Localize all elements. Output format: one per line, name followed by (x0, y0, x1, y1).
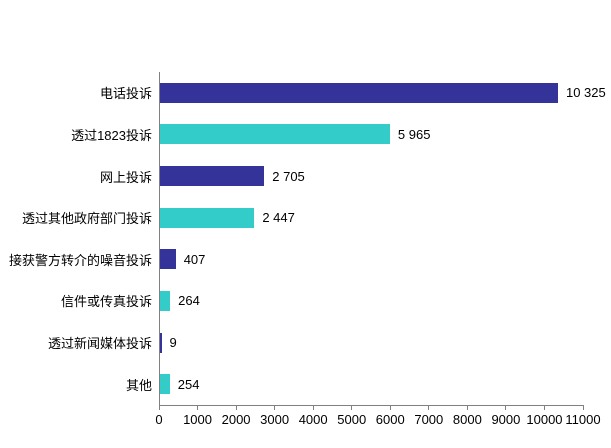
x-tick-mark (235, 406, 237, 410)
value-label: 5 965 (397, 126, 431, 142)
x-tick-mark (197, 406, 199, 410)
x-tick-mark (466, 406, 468, 410)
category-label: 其他 (125, 377, 152, 393)
x-tick-mark (351, 406, 353, 410)
x-tick-mark (158, 406, 160, 410)
category-label: 电话投诉 (99, 86, 152, 102)
x-tick-label: 8000 (452, 412, 482, 427)
x-axis: 0 1000 2000 3000 4000 5000 6000 7000 8000 9000 100… (155, 406, 601, 436)
value-label: 254 (177, 376, 200, 392)
bar-8 (160, 374, 170, 395)
x-tick-mark (428, 406, 430, 410)
x-tick-label: 2000 (221, 412, 251, 427)
value-label: 9 (169, 335, 177, 351)
bar-2 (160, 124, 390, 145)
category-label: 接获警方转介的噪音投诉 (8, 252, 152, 268)
value-label: 407 (183, 251, 206, 267)
bar-6 (160, 290, 171, 311)
x-tick-label: 6000 (375, 412, 405, 427)
x-tick-mark (582, 406, 584, 410)
category-label: 透过1823投诉 (71, 127, 152, 143)
plot-area: 10 325 5 965 2 705 2 447 407 264 9 254 (159, 72, 606, 406)
x-tick-label: 10000 (526, 412, 563, 427)
x-tick-mark (389, 406, 391, 410)
x-tick-label: 5000 (337, 412, 367, 427)
bar-1 (160, 82, 558, 103)
y-axis-labels: 电话投诉透过1823投诉网上投诉透过其他政府部门投诉接获警方转介的噪音投诉信件或… (0, 72, 152, 405)
category-label: 透过其他政府部门投诉 (21, 211, 152, 227)
x-tick-label: 9000 (491, 412, 521, 427)
category-label: 透过新闻媒体投诉 (47, 336, 152, 352)
bar-4 (160, 207, 255, 228)
category-label: 信件或传真投诉 (60, 294, 152, 310)
x-tick-mark (543, 406, 545, 410)
x-tick-label: 1000 (183, 412, 212, 427)
x-tick-label: 7000 (414, 412, 444, 427)
x-tick-mark (312, 406, 314, 410)
value-label: 10 325 (565, 85, 606, 101)
x-tick-mark (505, 406, 507, 410)
value-label: 264 (178, 293, 200, 309)
x-tick-label: 0 (155, 412, 163, 427)
value-label: 2 705 (272, 168, 305, 184)
bar-5 (160, 249, 176, 270)
x-tick-label: 3000 (260, 412, 290, 427)
category-label: 网上投诉 (99, 169, 152, 185)
x-tick-mark (274, 406, 276, 410)
x-tick-label: 4000 (298, 412, 328, 427)
x-tick-label: 11000 (565, 412, 601, 427)
bar-7 (160, 332, 162, 353)
bar-3 (160, 166, 265, 187)
value-label: 2 447 (262, 210, 295, 226)
